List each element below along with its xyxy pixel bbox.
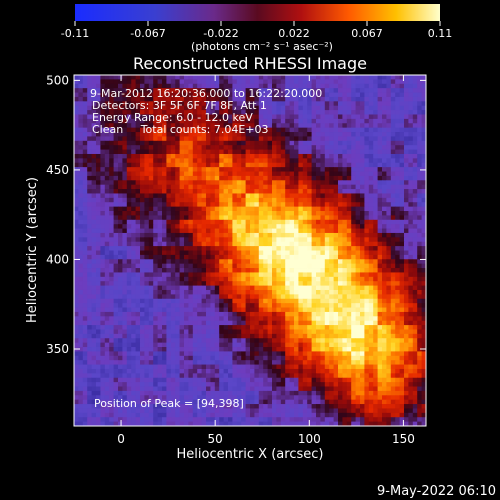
y-axis-ticks: 350 400 450 500 <box>46 73 426 356</box>
colorbar-ticks: -0.11 -0.067 -0.022 0.022 0.067 0.11 <box>61 21 452 40</box>
y-tick-label: 500 <box>46 73 69 87</box>
footer-date: 9-May-2022 06:10 <box>377 484 496 499</box>
y-tick-label: 400 <box>46 252 69 266</box>
x-tick-label: 150 <box>392 432 415 446</box>
plot-frame <box>73 74 427 427</box>
x-tick-label: 0 <box>117 432 125 446</box>
annotation-peak-position: Position of Peak = [94,398] <box>94 397 244 410</box>
colorbar-unit-label: (photons cm⁻² s⁻¹ asec⁻²) <box>191 40 333 53</box>
colorbar-tick-label: 0.022 <box>278 27 310 40</box>
annotation-clean: Clean Total counts: 7.04E+03 <box>92 123 269 136</box>
colorbar-tick-label: 0.067 <box>351 27 383 40</box>
annotation-detectors: Detectors: 3F 5F 6F 7F 8F, Att 1 <box>92 99 267 112</box>
annotation-time-range: 9-Mar-2012 16:20:36.000 to 16:22:20.000 <box>90 87 322 100</box>
x-axis-ticks: 0 50 100 150 <box>117 75 415 446</box>
colorbar-tick-label: -0.11 <box>61 27 89 40</box>
heatmap-image <box>74 75 426 426</box>
colorbar-tick-label: -0.022 <box>203 27 238 40</box>
colorbar <box>75 4 440 21</box>
annotation-energy: Energy Range: 6.0 - 12.0 keV <box>92 111 253 124</box>
x-tick-label: 50 <box>208 432 223 446</box>
colorbar-tick-label: -0.067 <box>130 27 165 40</box>
y-tick-label: 450 <box>46 163 69 177</box>
x-axis-label: Heliocentric X (arcsec) <box>177 447 324 462</box>
x-tick-label: 100 <box>298 432 321 446</box>
y-axis-label: Heliocentric Y (arcsec) <box>25 177 40 323</box>
y-tick-label: 350 <box>46 342 69 356</box>
colorbar-tick-label: 0.11 <box>428 27 453 40</box>
chart-title: Reconstructed RHESSI Image <box>133 54 367 73</box>
